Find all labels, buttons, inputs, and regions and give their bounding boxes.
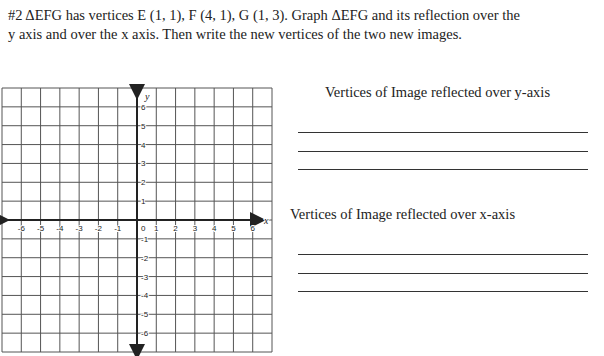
svg-text:6: 6 bbox=[141, 103, 146, 112]
html-text:Vertices of Image reflected ov: Vertices of Image reflected over y-axis bbox=[325, 84, 550, 100]
svg-text:5: 5 bbox=[231, 224, 236, 233]
svg-text:2: 2 bbox=[173, 224, 178, 233]
svg-text:2: 2 bbox=[141, 178, 146, 187]
svg-text:3: 3 bbox=[193, 224, 198, 233]
svg-text:-4: -4 bbox=[141, 291, 149, 300]
svg-text:1: 1 bbox=[141, 197, 146, 206]
svg-text:0: 0 bbox=[141, 224, 146, 233]
svg-text:4: 4 bbox=[141, 141, 146, 150]
svg-text:-3: -3 bbox=[141, 273, 149, 282]
html-text:#2 ΔEFG has vertices E (1, 1),: #2 ΔEFG has vertices E (1, 1), F (4, 1),… bbox=[8, 7, 520, 23]
svg-text:6: 6 bbox=[250, 224, 255, 233]
html-text:y axis and over the x axis. Th: y axis and over the x axis. Then write t… bbox=[8, 26, 462, 42]
svg-text:4: 4 bbox=[212, 224, 217, 233]
svg-text:-5: -5 bbox=[141, 310, 149, 319]
svg-text:-3: -3 bbox=[76, 224, 84, 233]
svg-text:-4: -4 bbox=[56, 224, 64, 233]
svg-text:1: 1 bbox=[154, 224, 159, 233]
svg-text:-2: -2 bbox=[95, 224, 103, 233]
html-text:Vertices of Image reflected ov: Vertices of Image reflected over x-axis bbox=[290, 206, 515, 222]
svg-text:-5: -5 bbox=[37, 224, 45, 233]
svg-text:-2: -2 bbox=[141, 254, 149, 263]
svg-text:3: 3 bbox=[141, 159, 146, 168]
svg-text:y: y bbox=[144, 91, 150, 102]
svg-text:-6: -6 bbox=[141, 329, 149, 338]
svg-text:x: x bbox=[263, 215, 269, 226]
svg-text:-1: -1 bbox=[141, 235, 149, 244]
svg-text:5: 5 bbox=[141, 122, 146, 131]
svg-text:-6: -6 bbox=[18, 224, 26, 233]
svg-text:-1: -1 bbox=[114, 224, 122, 233]
